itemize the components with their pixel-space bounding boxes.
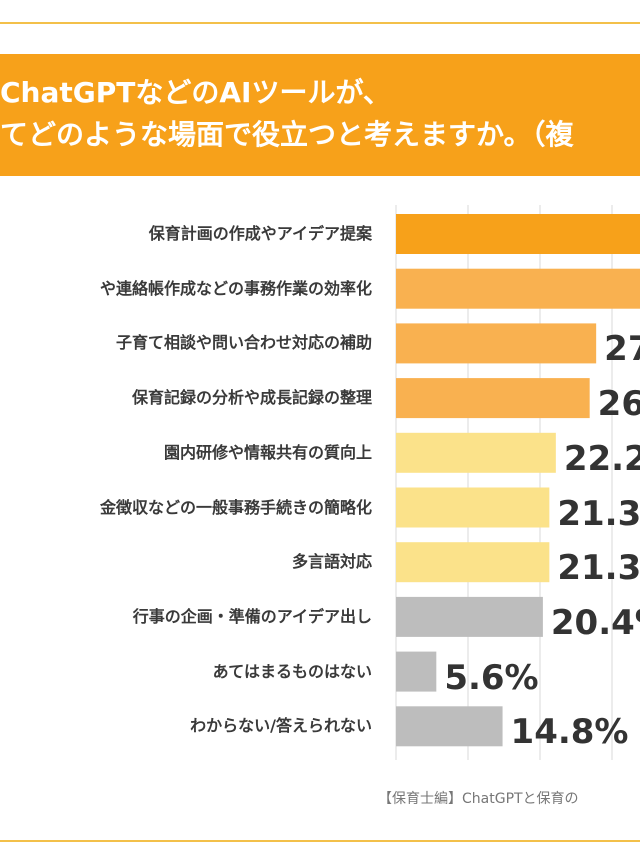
value-label: 21.3 [557, 493, 640, 534]
bottom-rule [0, 840, 640, 842]
category-label: あてはまるものはない [212, 661, 372, 681]
value-label: 26 [597, 384, 640, 425]
value-label: 22.2 [563, 438, 640, 479]
value-label: 5.6% [444, 657, 539, 698]
bar-4 [396, 378, 590, 419]
category-label: わからない/答えられない [190, 716, 372, 736]
category-label: 子育て相談や問い合わせ対応の補助 [115, 333, 372, 353]
title-line-1: ChatGPTなどのAIツールが、 [0, 76, 391, 109]
bar-9 [396, 651, 437, 692]
category-label: 園内研修や情報共有の質向上 [163, 442, 372, 462]
category-label: 多言語対応 [291, 552, 372, 572]
bar-1 [396, 214, 640, 254]
value-label: 20.4% [550, 602, 640, 643]
title-banner: ChatGPTなどのAIツールが、 てどのような場面で役立つと考えますか。（複 [0, 54, 640, 176]
bar-8 [396, 596, 543, 637]
bar-6 [396, 487, 550, 528]
category-label: 行事の企画・準備のアイデア出し [132, 606, 372, 626]
value-label: 14.8% [510, 712, 629, 753]
category-label: 保育計画の作成やアイデア提案 [148, 224, 372, 243]
value-label: 21.3 [557, 548, 640, 589]
bar-3 [396, 323, 597, 364]
category-label: や連絡帳作成などの事務作業の効率化 [99, 278, 372, 298]
category-label: 保育記録の分析や成長記録の整理 [131, 388, 372, 408]
bar-2 [396, 268, 640, 309]
bar-10 [396, 706, 503, 747]
value-label: 27 [604, 329, 640, 370]
category-label: 金徴収などの一般事務手続きの簡略化 [99, 497, 372, 517]
bar-5 [396, 432, 556, 473]
top-rule [0, 22, 640, 24]
source-caption: 【保育士編】ChatGPTと保育の [378, 791, 579, 807]
bar-7 [396, 542, 550, 583]
title-line-2: てどのような場面で役立つと考えますか。（複 [0, 118, 574, 151]
